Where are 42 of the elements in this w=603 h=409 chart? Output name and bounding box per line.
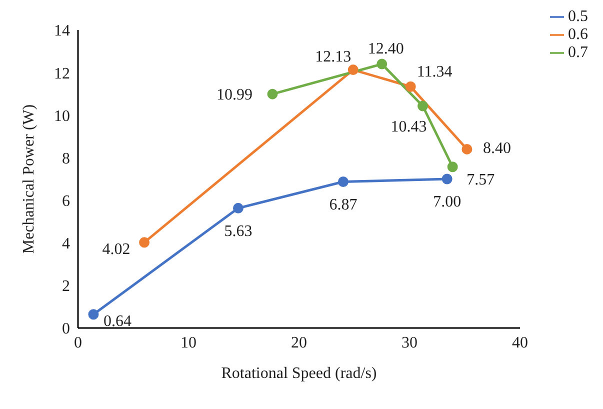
point: [447, 162, 458, 172]
y-tick-label: 6: [62, 192, 70, 210]
y-axis-title: Mechanical Power (W): [20, 104, 38, 254]
legend-label: 0.5: [568, 8, 588, 25]
legend-label: 0.7: [568, 44, 588, 61]
point: [405, 81, 416, 92]
data-label: 8.40: [482, 140, 511, 157]
x-tick-label: 20: [291, 334, 307, 352]
point: [418, 100, 428, 112]
point: [442, 174, 452, 184]
point: [376, 58, 388, 70]
point: [462, 144, 472, 154]
point: [267, 88, 278, 100]
y-tick-label: 2: [62, 278, 70, 296]
data-label: 12.13: [315, 48, 352, 66]
legend-label: 0.6: [568, 26, 588, 43]
y-tick-label: 4: [62, 236, 70, 253]
data-label: 5.63: [224, 222, 252, 240]
x-axis-title: Rotational Speed (rad/s): [221, 365, 377, 382]
data-label: 0.64: [103, 313, 132, 330]
y-tick-label: 14: [54, 22, 70, 40]
x-tick-label: 0: [74, 334, 82, 352]
point: [139, 237, 150, 248]
data-label: 12.40: [368, 40, 404, 58]
data-label: 10.99: [216, 86, 252, 104]
data-label: 10.43: [390, 118, 427, 136]
data-label: 6.87: [329, 196, 358, 214]
point: [338, 176, 348, 188]
point: [348, 64, 358, 76]
x-tick-label: 40: [512, 334, 528, 352]
point: [232, 202, 244, 214]
data-label: 7.57: [466, 172, 495, 189]
x-tick-label: 30: [402, 334, 418, 352]
y-tick-label: 10: [54, 108, 70, 125]
data-label: 7.00: [433, 194, 462, 211]
y-tick-label: 12: [54, 65, 70, 82]
y-tick-label: 8: [62, 150, 70, 168]
data-label: 11.34: [416, 63, 452, 80]
data-label: 4.02: [102, 241, 130, 258]
x-tick-label: 10: [180, 334, 196, 352]
y-tick-label: 0: [62, 320, 70, 338]
point: [88, 309, 99, 320]
